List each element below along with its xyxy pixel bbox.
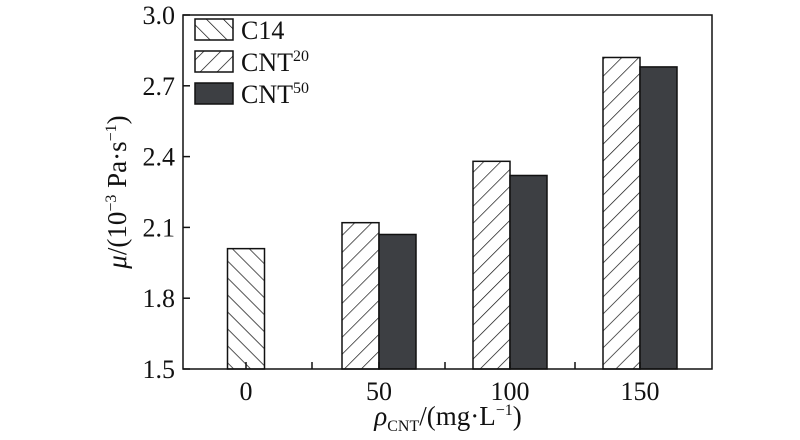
bar-cnt50-100 <box>509 174 548 370</box>
bar-cnt20-150 <box>602 56 641 370</box>
y-axis-title: μ/(10−3 Pa·s−1) <box>102 115 132 269</box>
axes: 1.5 1.8 2.1 2.4 2.7 3.0 0 50 100 150 <box>143 1 713 406</box>
y-tick-label: 2.4 <box>143 143 176 172</box>
x-tick-label: 0 <box>240 377 253 406</box>
bar-cnt20-50 <box>341 221 380 370</box>
x-tick-label: 100 <box>491 377 530 406</box>
y-tick-label: 1.8 <box>143 284 176 313</box>
axis-titles: μ/(10−3 Pa·s−1) ρCNT/(mg·L−1) <box>102 115 522 435</box>
legend-label: CNT50 <box>241 80 309 109</box>
bar-c14-0 <box>226 247 266 370</box>
bars <box>226 56 678 370</box>
bar-cnt20-100 <box>472 160 511 370</box>
x-tick-label: 50 <box>366 377 392 406</box>
x-tick-label: 150 <box>621 377 660 406</box>
bar-cnt50-150 <box>639 66 678 370</box>
legend: C14 CNT20 CNT50 <box>194 16 309 109</box>
y-tick-label: 3.0 <box>143 1 176 30</box>
legend-label: C14 <box>241 16 284 45</box>
bar-cnt50-50 <box>378 233 417 370</box>
legend-swatch <box>194 82 234 105</box>
plot-frame <box>182 14 713 370</box>
y-tick-label: 2.1 <box>143 213 176 242</box>
x-axis-title: ρCNT/(mg·L−1) <box>373 401 521 435</box>
y-tick-label: 1.5 <box>143 355 176 384</box>
legend-swatch <box>194 18 234 41</box>
y-tick-label: 2.7 <box>143 72 176 101</box>
legend-label: CNT20 <box>241 48 309 77</box>
legend-swatch <box>194 50 234 73</box>
